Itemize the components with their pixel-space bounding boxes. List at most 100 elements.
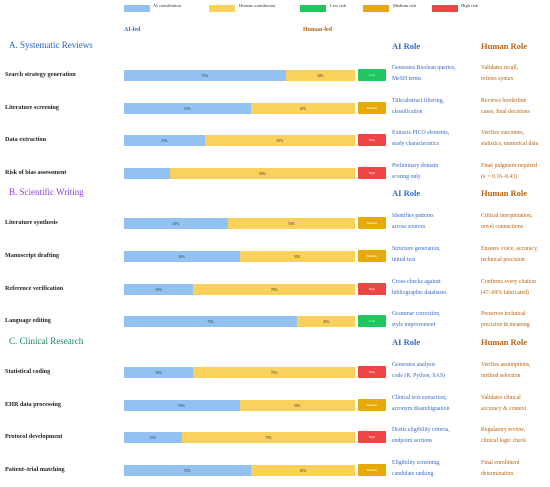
task-label: Reference verification <box>5 285 64 292</box>
legend-swatch-low <box>300 5 326 12</box>
ai-contribution-segment: 25% <box>124 432 182 443</box>
human-role-text: Final judgment required (κ = 0.16–0.43) <box>481 161 549 182</box>
ai-role-line: classification <box>392 108 423 115</box>
task-label: Patient–trial matching <box>5 466 65 473</box>
human-role-line: clinical logic check <box>481 437 527 444</box>
ai-role-line: Preliminary domain <box>392 163 439 169</box>
human-role-header: Human Role <box>481 188 528 198</box>
task-label: Risk of bias assessment <box>5 169 67 176</box>
ai-role-line: MeSH terms <box>392 75 422 82</box>
ai-contribution-segment: 55% <box>124 103 252 114</box>
contribution-bar: 70% 30% <box>124 70 355 81</box>
task-label: Literature synthesis <box>5 219 58 226</box>
section-title: B. Scientific Writing <box>9 187 84 197</box>
legend-label-low: Low risk <box>330 3 347 8</box>
human-role-header: Human Role <box>481 41 528 51</box>
ai-role-text: Identifies patterns across sources <box>392 211 480 232</box>
contribution-bar: 25% 75% <box>124 432 355 443</box>
human-role-line: Preserves technical <box>481 311 526 317</box>
human-role-line: statistics, numerical data <box>481 140 539 147</box>
risk-badge: Medium <box>358 464 386 476</box>
human-role-line: Verifies assumptions, <box>481 362 531 368</box>
human-role-text: Verifies outcomes, statistics, numerical … <box>481 128 549 149</box>
ai-role-line: candidate ranking <box>392 470 434 477</box>
task-label: Statistical coding <box>5 368 51 375</box>
human-contribution-segment: 50% <box>239 251 355 262</box>
human-role-text: Validates clinical accuracy & context <box>481 393 549 414</box>
ai-contribution-segment: 70% <box>124 70 286 81</box>
legend-swatch-high <box>432 5 458 12</box>
ai-role-header: AI Role <box>392 337 421 347</box>
ai-role-text: Cross-checks against bibliographic databa… <box>392 277 480 298</box>
contribution-bar: 30% 70% <box>124 284 355 295</box>
ai-contribution-segment: 55% <box>124 465 252 476</box>
risk-badge: High <box>358 167 386 179</box>
ai-contribution-segment: 50% <box>124 251 240 262</box>
human-role-line: Ensures voice, accuracy, <box>481 246 538 252</box>
human-contribution-segment: 30% <box>285 70 355 81</box>
contribution-bar: 55% 45% <box>124 465 355 476</box>
legend-label-ai: AI contribution <box>153 3 181 8</box>
human-contribution-segment: 65% <box>204 135 355 146</box>
ai-role-text: Structure generation, initial text <box>392 244 480 265</box>
ai-role-line: bibliographic databases <box>392 289 447 296</box>
human-led-header: Human-led <box>303 27 333 33</box>
contribution-bar: 50% 50% <box>124 400 355 411</box>
ai-contribution-segment: 30% <box>124 284 194 295</box>
ai-role-text: Drafts eligibility criteria, endpoint sec… <box>392 425 480 446</box>
risk-badge: High <box>358 366 386 378</box>
ai-role-header: AI Role <box>392 41 421 51</box>
ai-role-text: Extracts PICO elements, study characteris… <box>392 128 480 149</box>
ai-contribution-segment: 45% <box>124 218 228 229</box>
ai-role-line: endpoint sections <box>392 437 433 444</box>
human-role-text: Preserves technical precision & meaning <box>481 309 549 330</box>
ai-role-line: acronym disambiguation <box>392 405 450 412</box>
task-label: Search strategy generation <box>5 71 76 78</box>
ai-role-text: Grammar correction, style improvement <box>392 309 480 330</box>
human-role-text: Confirms every citation (47–69% fabricate… <box>481 277 549 298</box>
human-contribution-segment: 50% <box>239 400 355 411</box>
contribution-bar: 35% 65% <box>124 135 355 146</box>
ai-role-text: Generates Boolean queries, MeSH terms <box>392 63 480 84</box>
human-role-line: (47–69% fabricated) <box>481 289 529 296</box>
risk-badge: Low <box>358 315 386 327</box>
risk-badge: Medium <box>358 217 386 229</box>
human-role-line: Verifies outcomes, <box>481 130 525 136</box>
human-role-line: novel connections <box>481 223 524 230</box>
human-role-line: Confirms every citation <box>481 279 537 285</box>
ai-role-line: Generates Boolean queries, <box>392 65 456 71</box>
ai-role-line: Drafts eligibility criteria, <box>392 427 450 433</box>
human-role-line: precision & meaning <box>481 321 530 328</box>
human-role-line: technical precision <box>481 256 525 263</box>
human-role-line: Validates clinical <box>481 395 521 401</box>
human-role-line: Final judgment required <box>481 163 538 169</box>
human-role-text: Ensures voice, accuracy, technical precis… <box>481 244 549 265</box>
human-role-line: method selection <box>481 372 521 379</box>
ai-role-line: code (R, Python, SAS) <box>392 372 445 379</box>
ai-role-line: initial text <box>392 256 416 263</box>
risk-badge: Low <box>358 69 386 81</box>
ai-role-text: Generates analysis code (R, Python, SAS) <box>392 360 480 381</box>
ai-contribution-segment <box>124 168 171 179</box>
human-role-header: Human Role <box>481 337 528 347</box>
legend-swatch-ai <box>124 5 150 12</box>
human-contribution-segment: 55% <box>227 218 355 229</box>
task-label: EHR data processing <box>5 401 61 408</box>
human-contribution-segment: 80% <box>170 168 355 179</box>
contribution-bar: 45% 55% <box>124 218 355 229</box>
human-role-text: Verifies assumptions, method selection <box>481 360 549 381</box>
ai-role-line: Generates analysis <box>392 362 436 368</box>
human-role-line: refines syntax <box>481 75 514 82</box>
human-contribution-segment: 45% <box>251 465 355 476</box>
human-role-line: cases, final decisions <box>481 108 530 115</box>
risk-badge: High <box>358 431 386 443</box>
ai-role-line: Title/abstract filtering, <box>392 98 444 104</box>
contribution-bar: 50% 50% <box>124 251 355 262</box>
ai-role-line: Grammar correction, <box>392 311 441 317</box>
risk-badge: Medium <box>358 102 386 114</box>
ai-contribution-segment: 35% <box>124 135 205 146</box>
human-role-text: Validates recall, refines syntax <box>481 63 549 84</box>
legend-swatch-medium <box>363 5 389 12</box>
legend-label-medium: Medium risk <box>393 3 417 8</box>
human-role-text: Regulatory review, clinical logic check <box>481 425 549 446</box>
